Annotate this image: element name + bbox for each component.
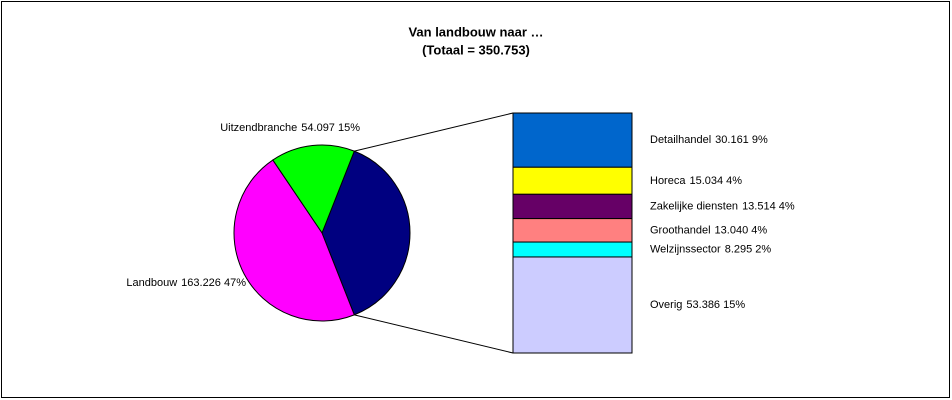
bar-value: 13.040 4%	[715, 224, 768, 236]
slice-label: Landbouw 163.226 47%	[126, 277, 246, 289]
bar-label: Groothandel 13.040 4%	[650, 224, 767, 236]
bar-segment	[512, 166, 633, 195]
connector	[354, 314, 514, 354]
slice-label: Uitzendbranche 54.097 15%	[220, 122, 360, 134]
bar-category: Zakelijke diensten	[650, 200, 738, 212]
slice-value: 54.097 15%	[301, 122, 360, 134]
bar-value: 15.034 4%	[689, 175, 742, 187]
bar-value: 30.161 9%	[715, 134, 768, 146]
bar-category: Groothandel	[650, 224, 711, 236]
chart-title: Van landbouw naar …	[408, 24, 543, 39]
slice-category: Uitzendbranche	[220, 122, 297, 134]
bar-category: Detailhandel	[650, 134, 711, 146]
pie-slice	[233, 159, 355, 322]
bar-value: 13.514 4%	[742, 200, 795, 212]
bar-category: Horeca	[650, 175, 686, 187]
bar-label: Welzijnssector 8.295 2%	[650, 243, 771, 255]
bar-category: Welzijnssector	[650, 243, 721, 255]
bar-segment	[512, 256, 633, 354]
slice-category: Landbouw	[126, 277, 177, 289]
pie-slice	[272, 144, 355, 235]
bar-value: 53.386 15%	[686, 299, 745, 311]
pie-slice	[321, 150, 411, 316]
bar-label: Detailhandel 30.161 9%	[650, 134, 768, 146]
bar-segment	[512, 112, 633, 168]
bar-segment	[512, 193, 633, 220]
bar-segment	[512, 241, 633, 258]
bar-value: 8.295 2%	[725, 243, 772, 255]
bar-label: Zakelijke diensten 13.514 4%	[650, 200, 795, 212]
bar-segment	[512, 218, 633, 243]
connector	[354, 112, 514, 152]
bar-label: Horeca 15.034 4%	[650, 175, 742, 187]
chart-subtitle: (Totaal = 350.753)	[422, 42, 530, 57]
bar-category: Overig	[650, 299, 682, 311]
bar-label: Overig 53.386 15%	[650, 299, 745, 311]
slice-value: 163.226 47%	[181, 277, 246, 289]
